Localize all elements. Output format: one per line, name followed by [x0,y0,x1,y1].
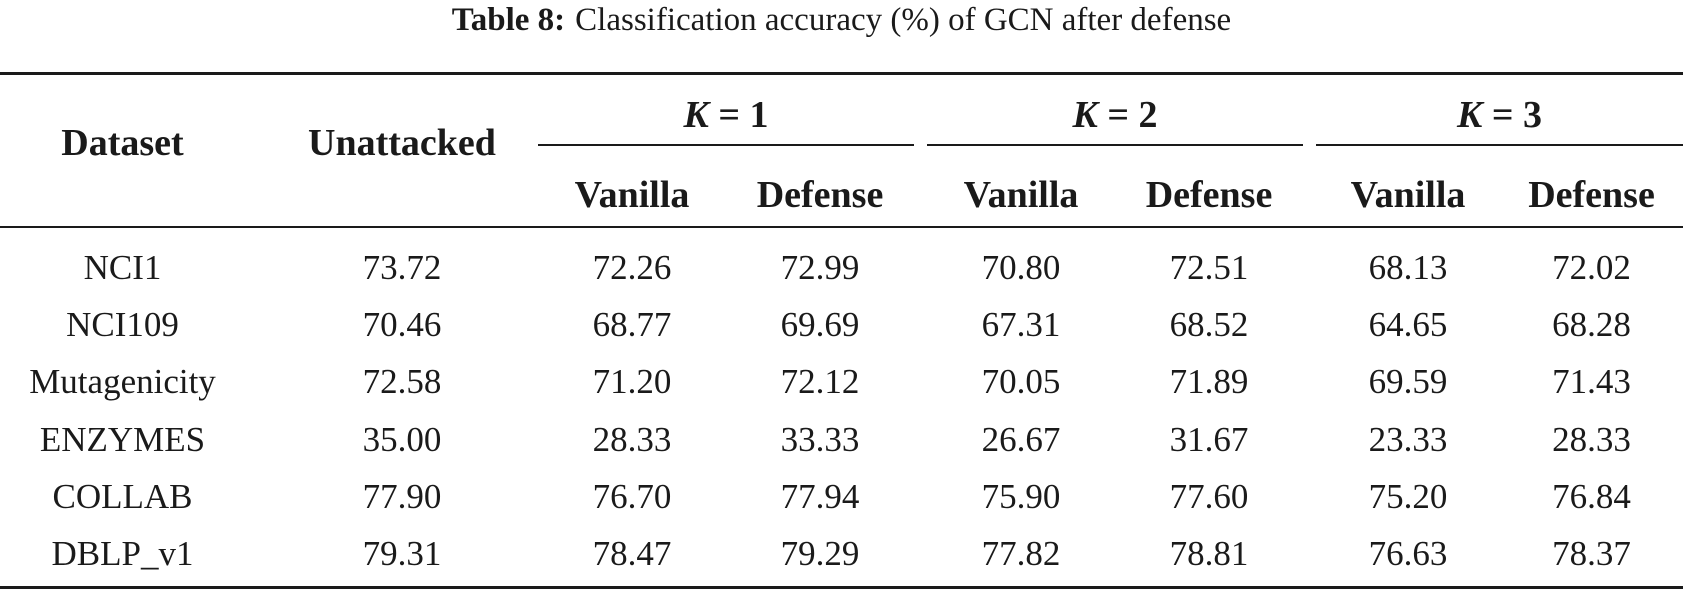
table-row-dataset: COLLAB [52,477,193,516]
table-cell: 75.90 [981,477,1061,516]
table-row-dataset: NCI1 [83,248,162,287]
table-label: Table 8: [451,2,566,38]
table-row-dataset: DBLP_v1 [51,534,194,573]
header-k3-defense: Defense [1528,174,1655,216]
header-k1-vanilla: Vanilla [574,174,690,216]
table-cell: 77.60 [1169,477,1249,516]
table-cell: 77.94 [780,477,860,516]
table-cell: 77.82 [981,534,1061,573]
header-k3: K = 3 [1316,90,1683,140]
table-cell: 28.33 [592,420,672,459]
table-cell: 76.63 [1368,534,1448,573]
table-row-unattacked: 72.58 [362,362,442,401]
table-cell: 79.29 [780,534,860,573]
table-caption: Table 8: Classification accuracy (%) of G… [0,0,1683,40]
k3-group-rule [1316,144,1683,146]
table-row-unattacked: 35.00 [362,420,442,459]
table-cell: 68.52 [1169,305,1249,344]
header-k3-var: K [1456,94,1483,136]
table-cell: 26.67 [981,420,1061,459]
header-unattacked: Unattacked [308,122,496,164]
table-row-dataset: NCI109 [66,305,179,344]
header-rule [0,226,1683,228]
k1-group-rule [538,144,914,146]
table-cell: 28.33 [1552,420,1631,459]
header-k2: K = 2 [927,90,1303,140]
table-cell: 76.70 [592,477,672,516]
table-row-dataset: Mutagenicity [29,362,216,401]
table-cell: 33.33 [780,420,860,459]
header-k1-var: K [683,94,709,136]
table-cell: 71.89 [1169,362,1249,401]
bottom-rule [0,586,1683,589]
table-cell: 70.80 [981,248,1061,287]
table-cell: 78.47 [592,534,672,573]
table-cell: 76.84 [1552,477,1631,516]
header-k1-eq: = 1 [708,94,769,136]
header-k2-defense: Defense [1145,174,1273,216]
table-cell: 78.37 [1552,534,1631,573]
table-cell: 70.05 [981,362,1061,401]
table-cell: 64.65 [1368,305,1448,344]
top-rule [0,72,1683,75]
header-k1-defense: Defense [756,174,884,216]
table-cell: 68.13 [1368,248,1448,287]
table-cell: 23.33 [1368,420,1448,459]
header-k2-vanilla: Vanilla [963,174,1079,216]
table-row-unattacked: 70.46 [362,305,442,344]
header-dataset: Dataset [61,122,184,164]
table-cell: 72.02 [1552,248,1631,287]
header-k3-eq: = 3 [1482,94,1542,136]
table-row-dataset: ENZYMES [39,420,206,459]
header-k2-var: K [1072,94,1098,136]
table-cell: 72.51 [1169,248,1249,287]
table-row-unattacked: 77.90 [362,477,442,516]
header-k3-vanilla: Vanilla [1350,174,1466,216]
table-cell: 72.12 [780,362,860,401]
header-k2-eq: = 2 [1097,94,1158,136]
table-cell: 67.31 [981,305,1061,344]
table-caption-text: Classification accuracy (%) of GCN after… [575,2,1232,38]
table-cell: 75.20 [1368,477,1448,516]
k2-group-rule [927,144,1303,146]
table-cell: 71.20 [592,362,672,401]
table-row-unattacked: 73.72 [362,248,442,287]
table-cell: 68.28 [1552,305,1631,344]
header-k1: K = 1 [538,90,914,140]
table-cell: 72.99 [780,248,860,287]
table-cell: 68.77 [592,305,672,344]
table-cell: 78.81 [1169,534,1249,573]
table-cell: 71.43 [1552,362,1631,401]
table-cell: 69.59 [1368,362,1448,401]
table-cell: 31.67 [1169,420,1249,459]
table-cell: 69.69 [780,305,860,344]
table-cell: 72.26 [592,248,672,287]
table-row-unattacked: 79.31 [362,534,442,573]
